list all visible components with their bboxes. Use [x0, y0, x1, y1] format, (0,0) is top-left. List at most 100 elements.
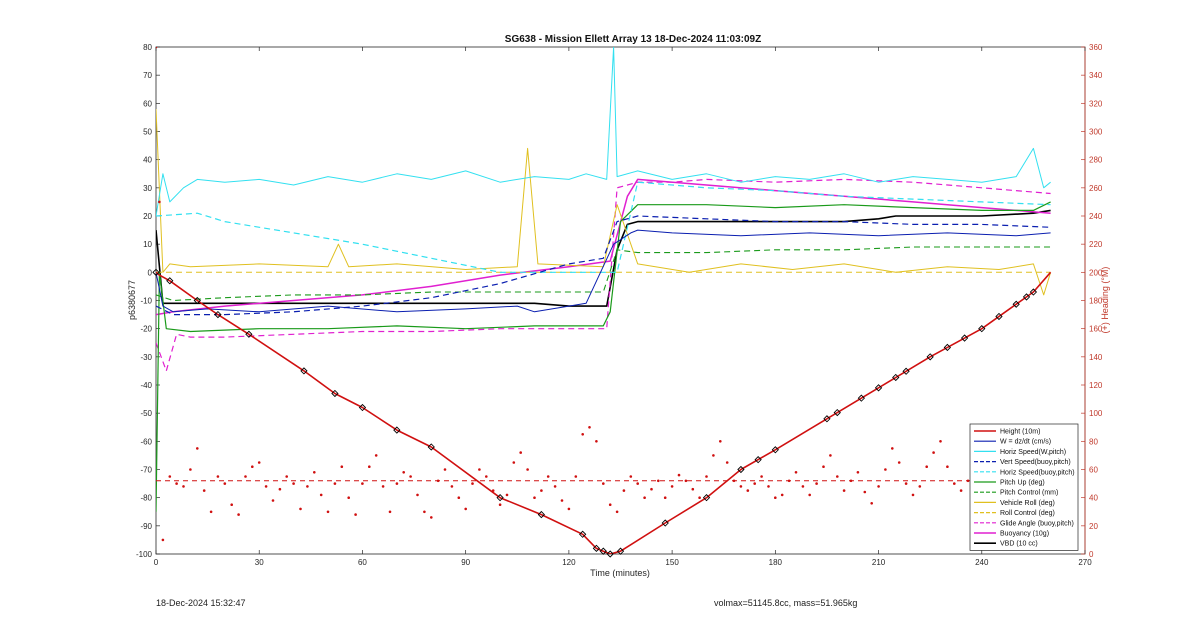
- y-axis-label: p6380677: [127, 280, 137, 320]
- legend-label-11: VBD (10 cc): [1000, 541, 1038, 548]
- heading-point: [567, 507, 571, 511]
- x-tick-label: 270: [1078, 558, 1092, 567]
- depth-marker: [857, 394, 865, 402]
- chart-axes: 0 30 60 90 120 150 180 210 240 270-100-90-80-70-6…: [136, 43, 1103, 567]
- heading-point: [712, 454, 715, 457]
- y-right-tick-label: 100: [1089, 409, 1103, 418]
- x-tick-label: 240: [975, 558, 989, 567]
- heading-point: [319, 493, 323, 497]
- heading-point: [932, 451, 935, 454]
- heading-point: [237, 513, 240, 516]
- depth-marker: [737, 465, 745, 474]
- legend-label-8: Roll Control (deg): [1000, 510, 1055, 517]
- y-tick-label: 20: [143, 212, 152, 221]
- heading-point: [512, 461, 516, 464]
- heading-point: [326, 510, 330, 514]
- heading-point: [216, 475, 220, 478]
- legend-label-9: Glide Angle (buoy,pitch): [1000, 520, 1074, 527]
- heading-point: [443, 468, 447, 471]
- heading-point: [877, 485, 880, 488]
- legend-label-0: Height (10m): [1000, 429, 1040, 436]
- heading-point: [158, 200, 161, 204]
- series-line-7: [156, 108, 1052, 296]
- heading-point: [959, 489, 963, 492]
- heading-point: [946, 465, 949, 469]
- heading-point: [939, 440, 942, 443]
- heading-point: [457, 496, 461, 500]
- depth-markers: [152, 268, 1038, 558]
- heading-point: [787, 479, 791, 483]
- heading-point: [416, 493, 419, 497]
- heading-point: [953, 482, 956, 485]
- heading-layer: [156, 47, 1052, 542]
- depth-marker: [496, 494, 504, 502]
- heading-point: [257, 461, 261, 464]
- y-right-tick-label: 140: [1089, 353, 1103, 362]
- heading-point: [677, 473, 681, 477]
- legend-label-4: Horiz Speed(buoy,pitch): [1000, 469, 1075, 476]
- series-line-1: [156, 229, 1051, 313]
- heading-point: [684, 479, 688, 483]
- heading-point: [471, 482, 474, 485]
- heading-point: [822, 465, 825, 469]
- heading-point: [829, 454, 832, 457]
- depth-marker: [943, 343, 952, 352]
- legend-label-1: W = dz/dt (cm/s): [1000, 439, 1051, 446]
- heading-point: [526, 468, 529, 471]
- depth-marker: [702, 494, 711, 502]
- y-right-tick-label: 300: [1089, 128, 1103, 137]
- x-tick-label: 30: [255, 558, 264, 567]
- depth-marker: [978, 325, 986, 333]
- heading-point: [780, 493, 784, 497]
- footer-volmax-mass: volmax=51145.8cc, mass=51.965kg: [714, 598, 858, 608]
- heading-point: [719, 440, 722, 443]
- heading-point: [705, 475, 708, 478]
- heading-point: [498, 503, 502, 507]
- series-line-10: [156, 178, 1051, 316]
- heading-point: [388, 510, 392, 514]
- heading-point: [966, 479, 970, 483]
- y-right-tick-label: 280: [1089, 156, 1103, 165]
- heading-point: [801, 485, 805, 488]
- heading-point: [485, 475, 488, 478]
- y-tick-label: -60: [140, 437, 152, 446]
- heading-point: [540, 489, 543, 492]
- x-tick-label: 0: [154, 558, 159, 567]
- depth-marker: [833, 408, 841, 417]
- heading-point: [760, 475, 763, 478]
- depth-marker: [1022, 293, 1031, 301]
- y-tick-label: 10: [143, 240, 152, 249]
- depth-marker: [331, 389, 339, 398]
- series-layer: [156, 47, 1052, 554]
- y-tick-label: -30: [140, 353, 152, 362]
- depth-marker: [358, 403, 367, 412]
- heading-point: [546, 475, 550, 478]
- series-line-11: [156, 209, 1051, 307]
- series-line-3: [156, 215, 1051, 316]
- y-right-tick-label: 40: [1089, 494, 1098, 503]
- footer-timestamp: 18-Dec-2024 15:32:47: [156, 598, 246, 608]
- heading-point: [581, 433, 584, 436]
- series-line-0: [156, 271, 1052, 554]
- y-right-tick-label: 320: [1089, 99, 1103, 108]
- y-right-tick-label: 120: [1089, 381, 1103, 390]
- x-tick-label: 120: [562, 558, 576, 567]
- depth-marker: [892, 373, 900, 382]
- depth-marker: [902, 367, 910, 375]
- heading-point: [891, 447, 894, 450]
- y-tick-label: -80: [140, 494, 152, 503]
- heading-point: [423, 510, 426, 514]
- heading-point: [278, 487, 282, 491]
- heading-point: [849, 479, 853, 483]
- heading-point: [491, 489, 495, 492]
- depth-marker: [616, 547, 625, 555]
- heading-point: [650, 487, 653, 491]
- heading-point: [794, 471, 798, 474]
- depth-marker: [245, 330, 253, 338]
- depth-marker: [214, 310, 222, 319]
- legend-label-6: Pitch Control (mm): [1000, 490, 1058, 497]
- heading-point: [374, 454, 378, 457]
- heading-point: [897, 461, 901, 464]
- heading-point: [657, 479, 660, 483]
- heading-point: [478, 468, 481, 471]
